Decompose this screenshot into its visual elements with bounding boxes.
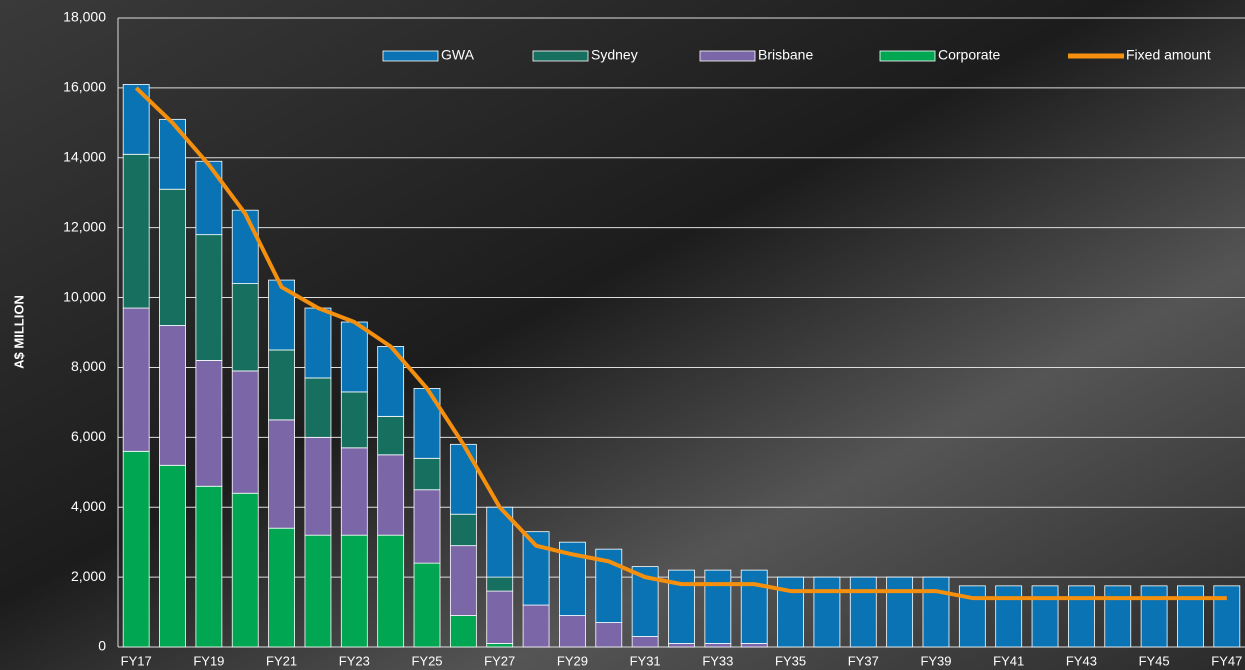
bar-segment (268, 349, 295, 421)
bar-segment (231, 209, 259, 284)
bar-segment (122, 153, 150, 309)
y-axis-label: A$ MILLION (11, 295, 26, 369)
x-tick-label: FY29 (557, 653, 588, 668)
bar-segment (413, 457, 441, 491)
bar-segment (668, 643, 695, 648)
legend-label: Brisbane (758, 47, 813, 63)
bar-segment (1104, 585, 1132, 648)
bar-segment (377, 534, 405, 648)
y-tick-label: 18,000 (63, 9, 106, 25)
legend-label: Fixed amount (1126, 47, 1211, 63)
y-tick-label: 12,000 (63, 218, 106, 234)
bar-segment (522, 531, 550, 606)
x-tick-label: FY27 (484, 653, 515, 668)
bar-segment (449, 545, 477, 616)
x-tick-label: FY33 (702, 653, 733, 668)
y-tick-label: 2,000 (71, 568, 106, 584)
bar-segment (268, 527, 295, 648)
bar-segment (1177, 585, 1204, 648)
bar-segment (1213, 585, 1241, 648)
bar-segment (740, 569, 768, 644)
legend-label: GWA (441, 47, 475, 63)
bar-segment (449, 513, 477, 547)
bar-segment (449, 443, 477, 515)
bar-segment (304, 377, 332, 438)
y-tick-label: 6,000 (71, 428, 106, 444)
x-tick-label: FY39 (920, 653, 951, 668)
y-tick-label: 16,000 (63, 79, 106, 95)
bar-segment (886, 576, 914, 648)
bar-segment (995, 585, 1023, 648)
bar-segment (740, 643, 768, 648)
bar-segment (304, 307, 332, 379)
x-tick-label: FY37 (848, 653, 879, 668)
bar-segment (340, 447, 368, 536)
bar-segment (486, 590, 514, 644)
bar-segment (486, 643, 514, 648)
x-tick-label: FY17 (121, 653, 152, 668)
x-tick-label: FY35 (775, 653, 806, 668)
legend-label: Sydney (591, 47, 638, 63)
bar-segment (559, 615, 586, 648)
bar-segment (159, 188, 186, 326)
bar-segment (922, 576, 950, 648)
bar-segment (1068, 585, 1095, 648)
bar-segment (377, 415, 405, 456)
bar-segment (849, 576, 877, 648)
y-tick-label: 8,000 (71, 358, 106, 374)
bar-segment (631, 636, 659, 648)
bar-segment (195, 360, 223, 487)
bar-segment (340, 321, 368, 393)
bar-segment (231, 283, 259, 372)
bar-segment (340, 534, 368, 648)
bar-segment (159, 464, 186, 648)
bar-segment (195, 160, 223, 236)
x-tick-label: FY47 (1211, 653, 1242, 668)
x-tick-label: FY45 (1139, 653, 1170, 668)
legend-swatch (382, 50, 439, 62)
bar-segment (1140, 585, 1168, 648)
y-tick-label: 0 (98, 638, 106, 654)
x-tick-label: FY23 (339, 653, 370, 668)
bar-segment (195, 234, 223, 361)
legend-swatch (532, 50, 589, 62)
bar-segment (704, 569, 732, 644)
bar-segment (231, 492, 259, 648)
x-tick-label: FY25 (411, 653, 442, 668)
bar-segment (268, 419, 295, 529)
legend-swatch (879, 50, 936, 62)
bar-segment (595, 622, 623, 648)
bar-segment (195, 485, 223, 648)
bar-segment (304, 436, 332, 536)
y-tick-label: 10,000 (63, 288, 106, 304)
x-tick-label: FY43 (1066, 653, 1097, 668)
legend-label: Corporate (938, 47, 1000, 63)
x-tick-label: FY21 (266, 653, 297, 668)
y-tick-label: 14,000 (63, 148, 106, 164)
x-tick-label: FY19 (193, 653, 224, 668)
bar-segment (159, 118, 186, 190)
bar-segment (486, 576, 514, 592)
y-tick-label: 4,000 (71, 498, 106, 514)
bar-segment (122, 307, 150, 452)
bar-segment (340, 391, 368, 449)
bar-segment (1031, 585, 1059, 648)
bar-segment (813, 576, 841, 648)
bar-segment (449, 615, 477, 648)
bar-segment (122, 450, 150, 648)
bar-segment (413, 562, 441, 648)
line (134, 86, 1227, 601)
x-tick-label: FY41 (993, 653, 1024, 668)
bar-segment (159, 325, 186, 466)
bar-segment (522, 604, 550, 648)
bar-segment (413, 489, 441, 564)
bar-segment (704, 643, 732, 648)
legend-swatch (699, 50, 756, 62)
bar-segment (231, 370, 259, 494)
x-tick-label: FY31 (630, 653, 661, 668)
bar-segment (304, 534, 332, 648)
bar-segment (377, 454, 405, 536)
